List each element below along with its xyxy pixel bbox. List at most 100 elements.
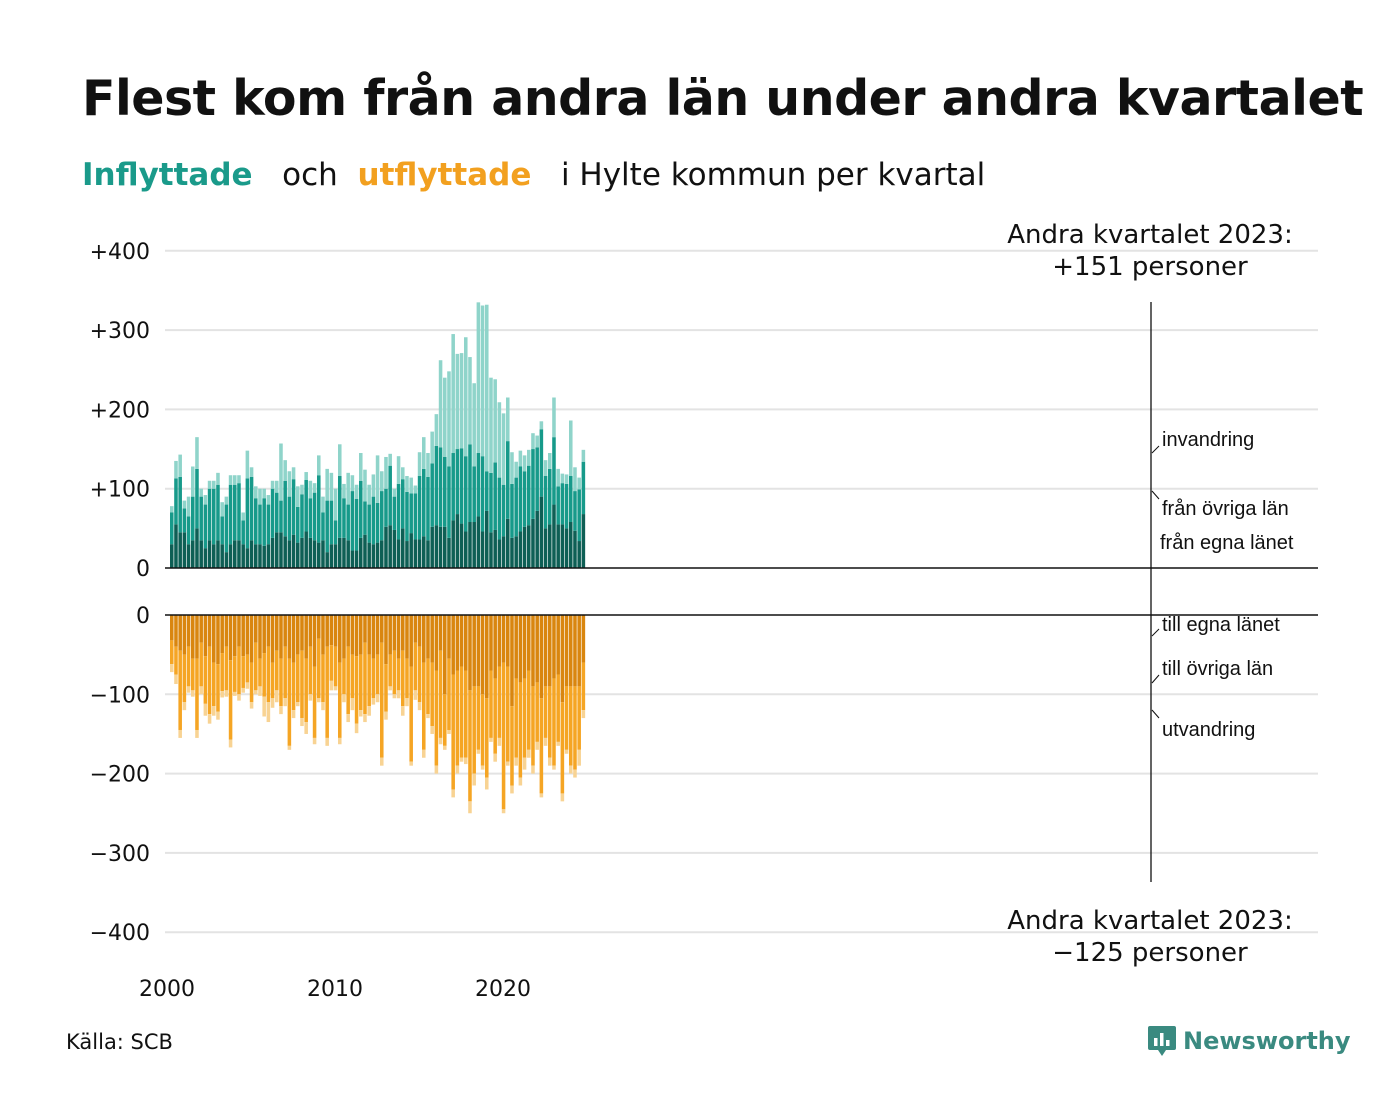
x-tick-label: 2020 xyxy=(475,977,531,1000)
y-tick-label: +400 xyxy=(90,240,150,265)
bar-in-other-counties xyxy=(338,476,342,538)
bar-in-own-county xyxy=(552,504,556,568)
bar-out-emigration xyxy=(522,757,527,770)
bar-in-other-counties xyxy=(270,488,275,538)
bar-out-own-county xyxy=(333,615,338,647)
bar-in-immigration xyxy=(501,413,506,485)
bar-out-other-counties xyxy=(447,658,451,730)
bar-in-immigration xyxy=(480,305,485,457)
newsworthy-logo-text: Newsworthy xyxy=(1183,1027,1351,1055)
bar-in-other-counties xyxy=(422,468,426,537)
leader-till-ovriga-lan xyxy=(1151,674,1160,684)
bar-out-other-counties xyxy=(258,658,262,687)
bar-in-other-counties xyxy=(522,471,527,527)
bar-in-own-county xyxy=(186,544,191,568)
bar-out-own-county xyxy=(510,615,514,707)
bar-in-other-counties xyxy=(291,479,296,535)
bar-in-other-counties xyxy=(346,504,350,541)
bar-out-own-county xyxy=(438,615,443,651)
bar-out-own-county xyxy=(203,615,208,657)
bar-in-other-counties xyxy=(468,444,472,522)
bar-out-other-counties xyxy=(279,658,283,707)
bar-out-emigration xyxy=(527,749,531,758)
bar-in-own-county xyxy=(233,540,237,569)
bar-in-other-counties xyxy=(409,493,413,534)
bar-in-other-counties xyxy=(455,449,460,515)
bar-out-emigration xyxy=(392,694,397,699)
bar-out-other-counties xyxy=(464,670,468,758)
bar-in-immigration xyxy=(203,495,208,505)
bar-out-own-county xyxy=(254,615,258,643)
bar-out-own-county xyxy=(539,615,544,699)
bar-in-immigration xyxy=(178,454,182,477)
bar-in-immigration xyxy=(443,377,447,457)
bar-out-own-county xyxy=(371,615,376,659)
bar-in-other-counties xyxy=(426,476,430,541)
bar-out-emigration xyxy=(476,749,481,754)
bar-out-emigration xyxy=(228,739,233,748)
bar-in-other-counties xyxy=(560,483,565,525)
leader-till-egna-lanet xyxy=(1151,628,1160,637)
bar-out-emigration xyxy=(380,757,384,766)
bar-out-other-counties xyxy=(304,658,308,723)
bar-in-other-counties xyxy=(506,441,510,519)
bar-out-emigration xyxy=(321,702,325,711)
bar-out-emigration xyxy=(291,710,296,719)
bar-in-other-counties xyxy=(451,453,455,521)
bar-in-other-counties xyxy=(518,466,523,532)
bar-out-own-county xyxy=(375,615,380,655)
bar-out-emigration xyxy=(577,749,581,766)
bar-out-own-county xyxy=(266,615,271,647)
bar-out-other-counties xyxy=(531,686,535,766)
y-tick-label: −400 xyxy=(90,921,150,946)
y-tick-label: 0 xyxy=(136,604,150,629)
bar-in-immigration xyxy=(447,371,451,467)
bar-out-emigration xyxy=(262,696,266,717)
bar-out-emigration xyxy=(287,745,292,750)
bar-out-own-county xyxy=(443,615,447,695)
bar-out-other-counties xyxy=(430,662,434,727)
bar-out-emigration xyxy=(443,745,447,750)
bar-out-other-counties xyxy=(401,650,405,707)
bar-in-immigration xyxy=(422,437,426,469)
bar-out-own-county xyxy=(480,615,485,695)
bar-out-other-counties xyxy=(249,662,254,703)
bar-in-immigration xyxy=(464,337,468,457)
bar-in-immigration xyxy=(333,488,338,521)
bar-in-other-counties xyxy=(241,520,245,545)
bar-in-own-county xyxy=(539,496,544,568)
bar-in-own-county xyxy=(405,541,409,568)
bar-in-other-counties xyxy=(367,504,371,543)
bar-in-immigration xyxy=(237,475,241,484)
bar-in-other-counties xyxy=(333,520,338,545)
bar-out-emigration xyxy=(556,741,560,746)
bar-out-own-county xyxy=(501,615,506,663)
bar-out-emigration xyxy=(375,694,380,703)
bar-in-other-counties xyxy=(413,493,418,540)
bar-in-other-counties xyxy=(245,478,250,549)
bar-out-own-county xyxy=(426,615,430,659)
bar-out-own-county xyxy=(258,615,262,659)
bar-out-other-counties xyxy=(489,670,493,738)
bar-out-other-counties xyxy=(333,646,338,687)
y-axis-ticks: +400 +300 +200 +100 0 0 −100 −200 −300 −400 xyxy=(90,240,150,946)
bar-out-emigration xyxy=(405,698,409,707)
bar-out-own-county xyxy=(186,615,191,647)
bar-out-emigration xyxy=(283,698,287,707)
bar-in-immigration xyxy=(191,466,195,497)
bar-out-own-county xyxy=(317,615,321,639)
bar-in-immigration xyxy=(489,377,493,473)
bar-in-immigration xyxy=(569,420,573,477)
bar-out-emigration xyxy=(472,773,476,786)
bar-in-other-counties xyxy=(321,512,325,541)
bar-out-own-county xyxy=(338,615,342,663)
bar-in-immigration xyxy=(518,450,523,467)
bar-in-own-county xyxy=(438,526,443,568)
bar-in-immigration xyxy=(216,472,220,485)
bar-in-other-counties xyxy=(312,492,317,541)
bar-out-own-county xyxy=(472,615,476,687)
bar-out-emigration xyxy=(535,741,539,750)
bar-out-other-counties xyxy=(300,650,304,719)
bar-in-immigration xyxy=(560,473,565,484)
leader-fran-ovriga-lan xyxy=(1151,490,1160,500)
